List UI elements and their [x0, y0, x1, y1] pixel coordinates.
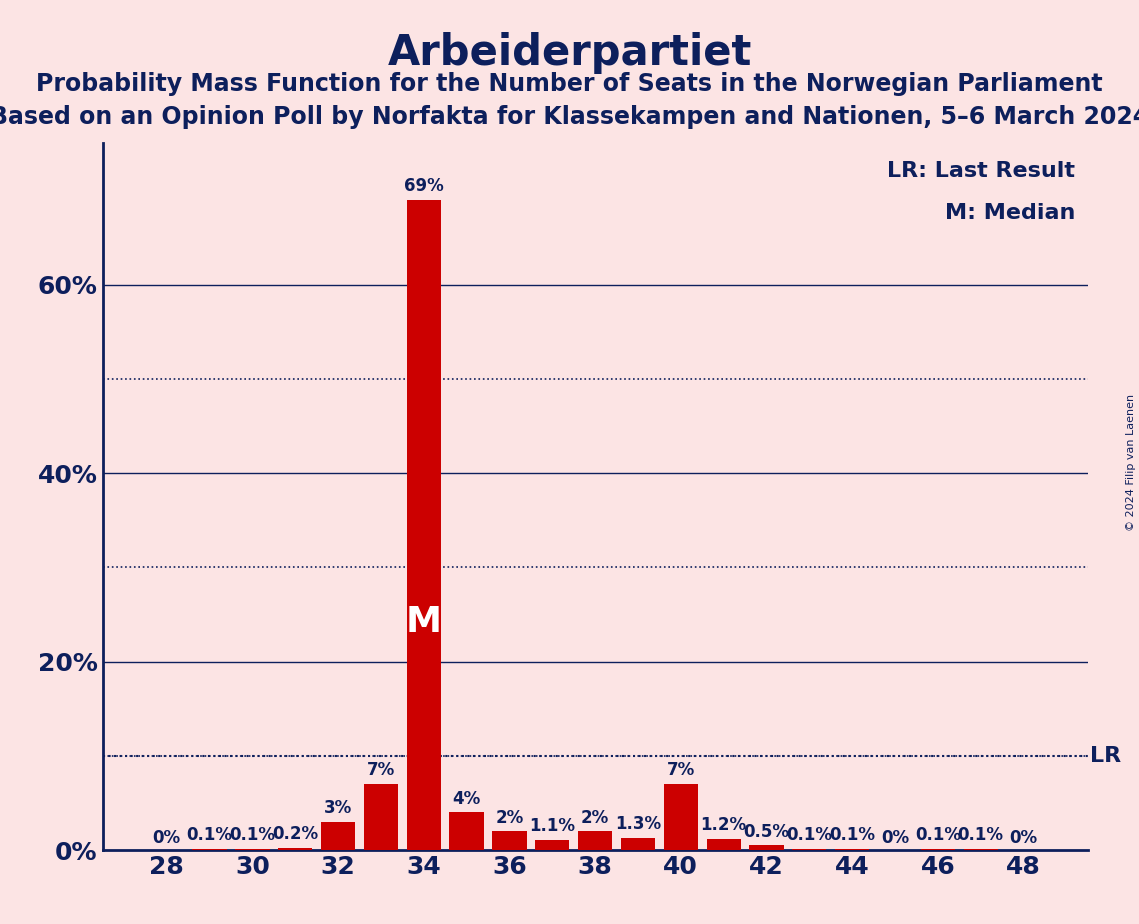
Text: LR: LR: [1090, 746, 1121, 766]
Text: Probability Mass Function for the Number of Seats in the Norwegian Parliament: Probability Mass Function for the Number…: [36, 72, 1103, 96]
Text: © 2024 Filip van Laenen: © 2024 Filip van Laenen: [1126, 394, 1136, 530]
Bar: [363, 784, 398, 850]
Bar: [236, 849, 270, 850]
Text: 2%: 2%: [495, 808, 524, 827]
Text: 0.1%: 0.1%: [958, 826, 1003, 845]
Bar: [706, 839, 740, 850]
Bar: [835, 849, 869, 850]
Text: Arbeiderpartiet: Arbeiderpartiet: [387, 32, 752, 74]
Text: 0%: 0%: [880, 829, 909, 847]
Bar: [964, 849, 998, 850]
Bar: [920, 849, 954, 850]
Text: 0.1%: 0.1%: [786, 826, 833, 845]
Bar: [535, 840, 570, 850]
Text: 0%: 0%: [153, 829, 181, 847]
Bar: [577, 832, 613, 850]
Text: 0.1%: 0.1%: [187, 826, 232, 845]
Text: 0.1%: 0.1%: [229, 826, 276, 845]
Text: Based on an Opinion Poll by Norfakta for Klassekampen and Nationen, 5–6 March 20: Based on an Opinion Poll by Norfakta for…: [0, 105, 1139, 129]
Bar: [492, 832, 526, 850]
Bar: [321, 821, 355, 850]
Text: 7%: 7%: [666, 761, 695, 780]
Text: 69%: 69%: [404, 177, 444, 195]
Text: 7%: 7%: [367, 761, 395, 780]
Bar: [621, 838, 655, 850]
Bar: [450, 812, 484, 850]
Text: 3%: 3%: [323, 799, 352, 817]
Bar: [407, 200, 441, 850]
Text: M: Median: M: Median: [944, 203, 1075, 224]
Text: 0.1%: 0.1%: [915, 826, 961, 845]
Text: 0.2%: 0.2%: [272, 825, 318, 844]
Bar: [792, 849, 827, 850]
Bar: [192, 849, 227, 850]
Text: 0.1%: 0.1%: [829, 826, 875, 845]
Text: 2%: 2%: [581, 808, 609, 827]
Bar: [664, 784, 698, 850]
Text: 4%: 4%: [452, 790, 481, 808]
Text: 1.1%: 1.1%: [530, 817, 575, 835]
Text: LR: Last Result: LR: Last Result: [887, 161, 1075, 181]
Bar: [278, 848, 312, 850]
Text: 1.2%: 1.2%: [700, 816, 747, 834]
Text: 0%: 0%: [1009, 829, 1038, 847]
Text: 1.3%: 1.3%: [615, 815, 661, 833]
Bar: [749, 845, 784, 850]
Text: M: M: [405, 605, 442, 639]
Text: 0.5%: 0.5%: [744, 822, 789, 841]
